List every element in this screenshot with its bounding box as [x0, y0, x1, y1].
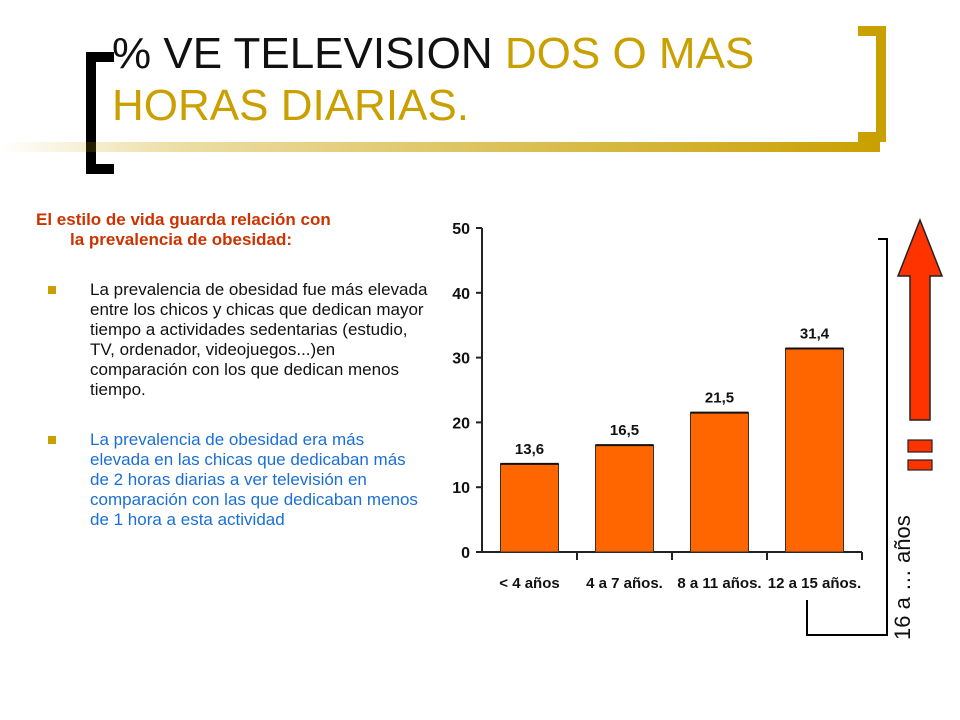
- bar: [785, 348, 844, 553]
- bar-value-label: 31,4: [800, 326, 830, 343]
- title-bracket-left-top: [86, 52, 114, 62]
- intro-heading: El estilo de vida guarda relación con la…: [36, 210, 428, 250]
- y-tick-label: 40: [452, 286, 470, 303]
- bar-chart-svg: 0 10 20 30 40 50 13,6 < 4 años 16,5 4 a 7 años. 21…: [452, 221, 863, 592]
- y-tick-label: 50: [452, 221, 470, 238]
- side-bracket-stub: [806, 600, 808, 636]
- y-tick-label: 10: [452, 480, 470, 497]
- bullet1-text: La prevalencia de obesidad fue más eleva…: [90, 280, 428, 399]
- intro-line2: la prevalencia de obesidad:: [70, 230, 293, 249]
- title-bracket-right-top: [858, 26, 886, 36]
- bullet2-text: La prevalencia de obesidad era más eleva…: [90, 430, 418, 529]
- x-category-label: < 4 años: [499, 575, 559, 592]
- slide-title: % VE TELEVISION DOS O MAS HORAS DIARIAS.: [112, 28, 852, 132]
- side-bracket-top: [878, 238, 888, 240]
- y-tick-label: 20: [452, 415, 470, 432]
- bullet-item-television: La prevalencia de obesidad era más eleva…: [36, 430, 428, 530]
- bar: [595, 444, 654, 553]
- side-bracket-bottom: [806, 634, 888, 636]
- bar-value-label: 13,6: [515, 441, 544, 458]
- intro-line1: El estilo de vida guarda relación con: [36, 210, 331, 229]
- bar: [690, 412, 749, 553]
- title-part1: % VE TELEVISION: [112, 29, 505, 78]
- title-bracket-left: [86, 52, 96, 174]
- x-category-label: 8 a 11 años.: [677, 575, 761, 592]
- side-bracket-vertical: [886, 238, 888, 636]
- bar: [500, 463, 559, 553]
- bullet-square-icon: [48, 286, 56, 294]
- up-arrow-icon: [896, 218, 944, 471]
- title-bracket-left-bottom: [86, 164, 114, 174]
- x-category-label: 4 a 7 años.: [586, 575, 663, 592]
- age-range-label: 16 a … años: [890, 515, 915, 640]
- bar-value-label: 21,5: [705, 390, 734, 407]
- bullet-square-icon: [48, 436, 56, 444]
- bar-chart: 0 10 20 30 40 50 13,6 < 4 años 16,5 4 a 7 años. 21…: [430, 200, 870, 620]
- body-text: El estilo de vida guarda relación con la…: [36, 210, 428, 530]
- y-tick-label: 30: [452, 351, 470, 368]
- title-bracket-right: [876, 26, 886, 142]
- bar-value-label: 16,5: [610, 422, 639, 439]
- x-category-label: 12 a 15 años.: [768, 575, 861, 592]
- y-tick-label: 0: [461, 545, 470, 562]
- title-bracket-right-bottom: [858, 132, 886, 142]
- bullet-item-sedentary: La prevalencia de obesidad fue más eleva…: [36, 280, 428, 400]
- title-part2: DOS O MAS HORAS DIARIAS.: [112, 29, 755, 130]
- title-underline-rule: [0, 142, 880, 152]
